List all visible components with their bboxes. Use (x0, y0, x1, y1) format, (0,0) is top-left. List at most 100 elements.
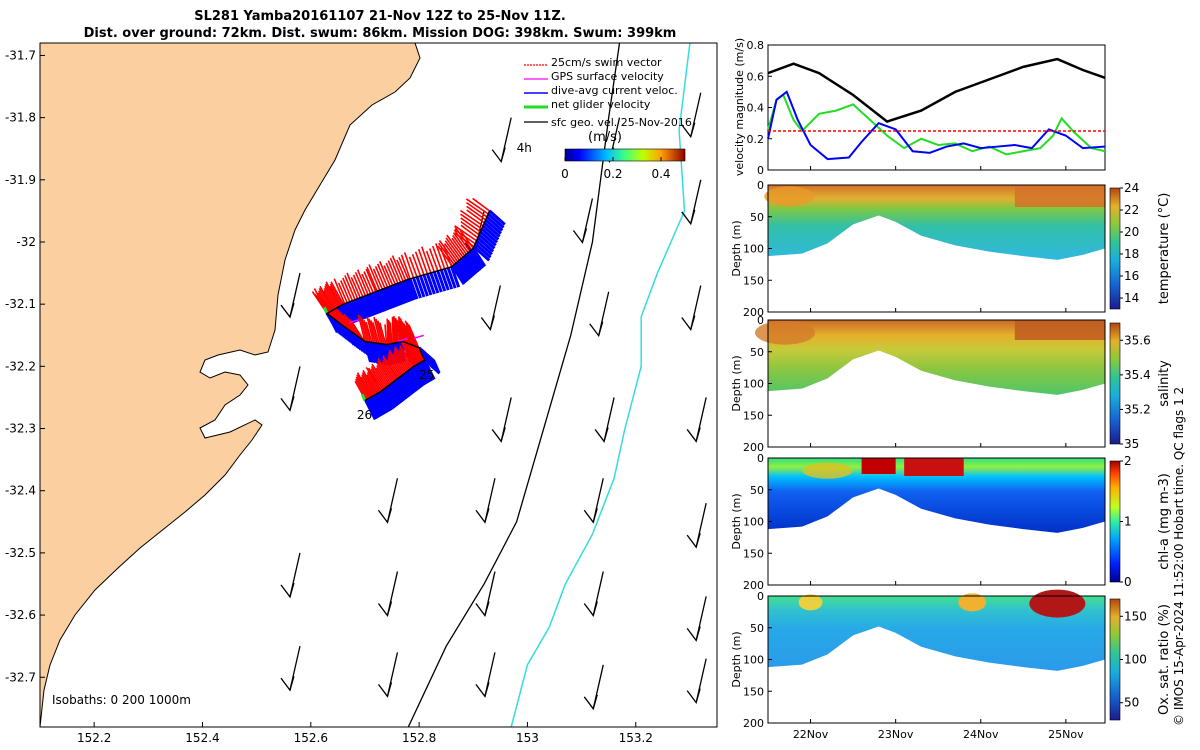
glider-track-line (325, 210, 491, 402)
swim-vector (399, 345, 415, 367)
swim-vector (459, 209, 484, 227)
current-vector (478, 233, 496, 250)
swim-vector (460, 224, 479, 239)
map-xtick-label: 152.8 (402, 731, 436, 745)
glider-track-map: 152.2 152.4 152.6 152.8 153 153.2 -31.7 -31.8 -3… (5, 42, 718, 745)
map-ytick-label: -32.5 (5, 546, 36, 560)
swim-vector (446, 234, 464, 258)
swim-vector (346, 272, 359, 299)
swim-vector (408, 324, 420, 348)
swim-vector (389, 257, 402, 283)
map-ytick-label: -32 (16, 235, 36, 249)
geo-velocity-arrow (377, 571, 399, 617)
colorbar-tick-label: 35.4 (1124, 368, 1151, 382)
swim-vector (379, 260, 391, 287)
swim-vector (439, 247, 449, 269)
colorbar-tick-label: 18 (1124, 247, 1139, 261)
swim-vector (459, 229, 474, 249)
chl-max-patch (904, 458, 964, 476)
section-panel-1: 0 50 100 150 200 Depth (m) 14 16 18 20 22 24 tempera… (730, 179, 1172, 319)
swim-vector (356, 372, 372, 398)
swim-vector (360, 376, 373, 397)
current-vector (459, 257, 474, 278)
velocity-series-line (767, 90, 1106, 161)
swim-vector (376, 362, 392, 385)
net-glider-velocity (322, 306, 329, 315)
section-panel-2: 0 50 100 150 200 Depth (m) 35 35.2 35.4 35.6 salin… (730, 314, 1172, 454)
colorbar-unit: (m/s) (588, 130, 622, 145)
current-vector (353, 299, 365, 321)
colorbar-label: temperature (°C) (1157, 193, 1172, 305)
swim-vector (451, 237, 466, 257)
current-vector (358, 297, 370, 319)
swim-vector (411, 254, 422, 277)
section-ylabel: Depth (m) (730, 220, 743, 276)
current-vector (432, 271, 443, 293)
date-tick-label: 25Nov (1048, 728, 1084, 741)
section-ytick-label: 0 (757, 452, 764, 465)
swim-vector (376, 360, 393, 384)
map-ytick-label: -32.6 (5, 608, 36, 622)
gps-velocity-vector (397, 337, 408, 343)
colorbar-tick-label: 0.2 (603, 167, 622, 181)
swim-vector (356, 269, 369, 296)
current-vector (439, 269, 450, 291)
map-ytick-label: -32.4 (5, 484, 36, 498)
current-vector (411, 366, 425, 387)
current-vector (375, 342, 385, 365)
velocity-ytick-label: 0.8 (747, 39, 765, 52)
current-vector (488, 209, 506, 226)
swim-vector (335, 310, 350, 331)
geo-velocity-arrow (686, 658, 707, 705)
velocity-ytick-label: 0 (757, 164, 764, 177)
swim-vector (361, 318, 370, 343)
current-vector (456, 260, 471, 281)
map-xtick-label: 152.4 (185, 731, 219, 745)
current-vector (404, 371, 419, 392)
warm-patch (764, 186, 815, 207)
section-ytick-label: 100 (743, 516, 764, 529)
geo-velocity-arrow (681, 92, 702, 139)
velocity-magnitude-panel: 0 0.2 0.4 0.6 0.8 velocity magnitude (m/s) (733, 38, 1106, 177)
section-ytick-label: 50 (750, 346, 764, 359)
imos-credit: © IMOS 15-Apr-2024 11:52:00 Hobart time.… (1172, 386, 1186, 726)
swim-vector (404, 341, 419, 365)
swim-vector (452, 232, 469, 254)
swim-vector (366, 372, 380, 394)
section-ylabel: Depth (m) (730, 493, 743, 549)
section-ytick-label: 50 (750, 211, 764, 224)
swim-vector (330, 281, 344, 305)
current-vector (348, 301, 360, 323)
oxy-patch (798, 594, 823, 611)
geo-velocity-arrow (491, 117, 512, 164)
swim-vector (388, 349, 406, 374)
map-annotation: 4h (517, 141, 532, 155)
swim-vector (421, 246, 432, 274)
current-vector (419, 275, 429, 297)
current-vector (370, 342, 379, 364)
date-tick-label: 23Nov (878, 728, 914, 741)
current-vector (405, 370, 420, 391)
current-vector (384, 386, 399, 407)
section-ytick-label: 150 (743, 547, 764, 560)
swim-vector (381, 361, 396, 382)
swim-vector (344, 317, 358, 337)
current-vector (402, 373, 416, 394)
swim-vector (383, 265, 394, 286)
geo-velocity-arrow (491, 397, 512, 443)
current-vector (398, 376, 412, 397)
swim-vector (372, 322, 380, 344)
swim-vector (373, 316, 382, 344)
current-vector (429, 272, 440, 294)
colorbar-tick-label: 20 (1124, 225, 1139, 239)
swim-vector (403, 252, 415, 279)
velocity-ytick-label: 0.4 (747, 102, 765, 115)
swim-vector (443, 243, 459, 263)
swim-vector (333, 278, 346, 304)
swim-vector (387, 354, 403, 376)
current-vector (452, 263, 468, 284)
current-vector (485, 215, 504, 232)
swim-vector (408, 256, 418, 278)
swim-vector (382, 355, 399, 379)
swim-vector (368, 264, 381, 291)
